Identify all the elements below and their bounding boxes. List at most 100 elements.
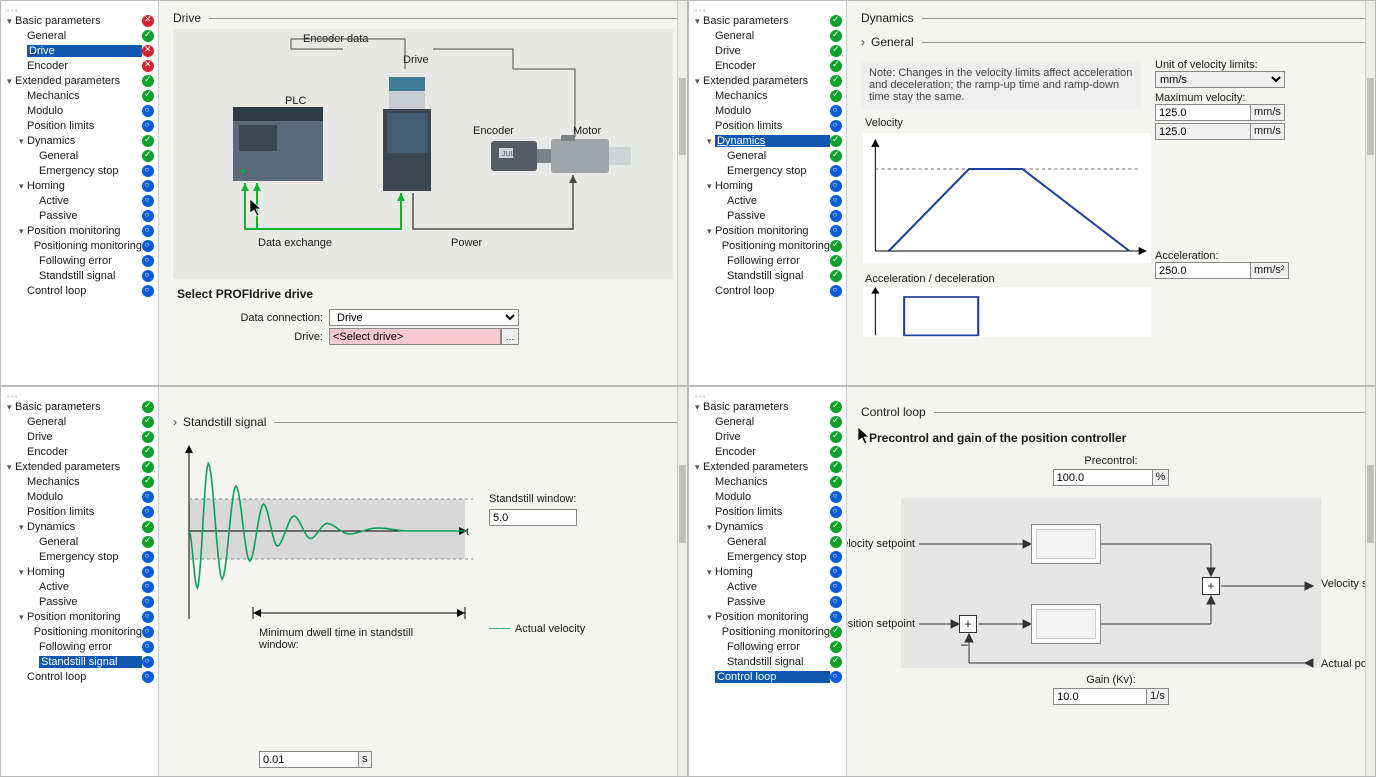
precontrol-label: Precontrol: <box>847 455 1375 467</box>
tree-item[interactable]: Dynamics <box>1 133 158 148</box>
tree-item[interactable]: General <box>689 28 846 43</box>
tree-item[interactable]: Extended parameters <box>1 459 158 474</box>
scrollbar[interactable] <box>1365 1 1375 385</box>
tree-item[interactable]: General <box>689 534 846 549</box>
tree-item[interactable]: General <box>1 414 158 429</box>
tree-item[interactable]: Mechanics <box>689 474 846 489</box>
tree-item[interactable]: Active <box>689 579 846 594</box>
tree-item[interactable]: Passive <box>689 594 846 609</box>
tree-item[interactable]: General <box>1 148 158 163</box>
tree-item[interactable]: Standstill signal <box>1 268 158 283</box>
tree-item[interactable]: Standstill signal <box>689 654 846 669</box>
tree-item[interactable]: Positioning monitoring <box>1 238 158 253</box>
tree-item[interactable]: Position monitoring <box>1 223 158 238</box>
accel-chart <box>863 287 1151 337</box>
tree-item[interactable]: General <box>1 534 158 549</box>
tree-item[interactable]: Positioning monitoring <box>689 624 846 639</box>
scrollbar[interactable] <box>1365 387 1375 776</box>
tree-item[interactable]: Active <box>689 193 846 208</box>
max-vel-input-2[interactable] <box>1155 123 1251 140</box>
tree-item[interactable]: Drive <box>689 43 846 58</box>
tree-item[interactable]: Standstill signal <box>1 654 158 669</box>
tree-item[interactable]: Following error <box>689 253 846 268</box>
tree-item[interactable]: Homing <box>689 178 846 193</box>
tree-item[interactable]: Drive <box>1 429 158 444</box>
tree-item[interactable]: Drive <box>689 429 846 444</box>
tree-item[interactable]: Basic parameters <box>1 399 158 414</box>
tree-item[interactable]: Encoder <box>1 444 158 459</box>
tree-item[interactable]: Standstill signal <box>689 268 846 283</box>
tree-item[interactable]: Position limits <box>689 118 846 133</box>
tree-item[interactable]: Active <box>1 579 158 594</box>
quadrant-drive: ◦◦◦ Basic parametersGeneralDriveEncoderE… <box>0 0 688 386</box>
tree-item[interactable]: Modulo <box>1 103 158 118</box>
tree-item[interactable]: Control loop <box>689 283 846 298</box>
gain-input[interactable] <box>1053 688 1147 705</box>
tree-item[interactable]: General <box>689 148 846 163</box>
nav-tree: ◦◦◦ Basic parametersGeneralDriveEncoderE… <box>689 1 847 385</box>
tree-item[interactable]: General <box>1 28 158 43</box>
standstill-window-input[interactable] <box>489 509 577 526</box>
tree-item[interactable]: Dynamics <box>689 519 846 534</box>
tree-item[interactable]: Emergency stop <box>1 163 158 178</box>
data-connection-select[interactable]: Drive <box>329 309 519 326</box>
tree-item[interactable]: Position monitoring <box>689 223 846 238</box>
scrollbar[interactable] <box>677 387 687 776</box>
tree-item[interactable]: Position monitoring <box>689 609 846 624</box>
accel-label: Acceleration: <box>1155 250 1359 262</box>
tree-item[interactable]: Passive <box>1 208 158 223</box>
tree-item[interactable]: Control loop <box>689 669 846 684</box>
cursor-icon <box>857 427 871 445</box>
tree-item[interactable]: Extended parameters <box>1 73 158 88</box>
tree-item[interactable]: General <box>689 414 846 429</box>
svg-text:JUL: JUL <box>502 151 515 158</box>
tree-item[interactable]: Emergency stop <box>1 549 158 564</box>
tree-item[interactable]: Emergency stop <box>689 163 846 178</box>
control-loop-diagram: Velocity setpoint Position setpoint Velo… <box>901 498 1321 668</box>
tree-item[interactable]: Following error <box>1 639 158 654</box>
tree-item[interactable]: Position limits <box>689 504 846 519</box>
tree-item[interactable]: Positioning monitoring <box>689 238 846 253</box>
scrollbar[interactable] <box>677 1 687 385</box>
tree-item[interactable]: Basic parameters <box>1 13 158 28</box>
tree-item[interactable]: Encoder <box>1 58 158 73</box>
accel-input[interactable] <box>1155 262 1251 279</box>
tree-item[interactable]: Dynamics <box>689 133 846 148</box>
tree-item[interactable]: Basic parameters <box>689 13 846 28</box>
tree-item[interactable]: Passive <box>1 594 158 609</box>
tree-item[interactable]: Homing <box>1 178 158 193</box>
tree-item[interactable]: Position monitoring <box>1 609 158 624</box>
tree-item[interactable]: Encoder <box>689 444 846 459</box>
tree-item[interactable]: Basic parameters <box>689 399 846 414</box>
tree-item[interactable]: Position limits <box>1 504 158 519</box>
precontrol-input[interactable] <box>1053 469 1153 486</box>
tree-item[interactable]: Extended parameters <box>689 459 846 474</box>
tree-item[interactable]: Mechanics <box>1 474 158 489</box>
tree-item[interactable]: Following error <box>689 639 846 654</box>
max-vel-input[interactable] <box>1155 104 1251 121</box>
unit-select[interactable]: mm/s <box>1155 71 1285 88</box>
svg-text:t: t <box>466 527 469 538</box>
tree-item[interactable]: Homing <box>689 564 846 579</box>
tree-item[interactable]: Modulo <box>689 103 846 118</box>
tree-item[interactable]: Mechanics <box>689 88 846 103</box>
tree-item[interactable]: Active <box>1 193 158 208</box>
tree-item[interactable]: Control loop <box>1 669 158 684</box>
tree-item[interactable]: Modulo <box>1 489 158 504</box>
drive-select-input[interactable] <box>329 328 501 345</box>
tree-item[interactable]: Positioning monitoring <box>1 624 158 639</box>
tree-item[interactable]: Homing <box>1 564 158 579</box>
tree-item[interactable]: Control loop <box>1 283 158 298</box>
tree-item[interactable]: Passive <box>689 208 846 223</box>
drive-ellipsis-button[interactable]: … <box>501 328 519 345</box>
tree-item[interactable]: Modulo <box>689 489 846 504</box>
tree-item[interactable]: Extended parameters <box>689 73 846 88</box>
tree-item[interactable]: Position limits <box>1 118 158 133</box>
tree-item[interactable]: Dynamics <box>1 519 158 534</box>
tree-item[interactable]: Drive <box>1 43 158 58</box>
tree-item[interactable]: Encoder <box>689 58 846 73</box>
tree-item[interactable]: Emergency stop <box>689 549 846 564</box>
dwell-input[interactable] <box>259 751 359 768</box>
tree-item[interactable]: Following error <box>1 253 158 268</box>
tree-item[interactable]: Mechanics <box>1 88 158 103</box>
